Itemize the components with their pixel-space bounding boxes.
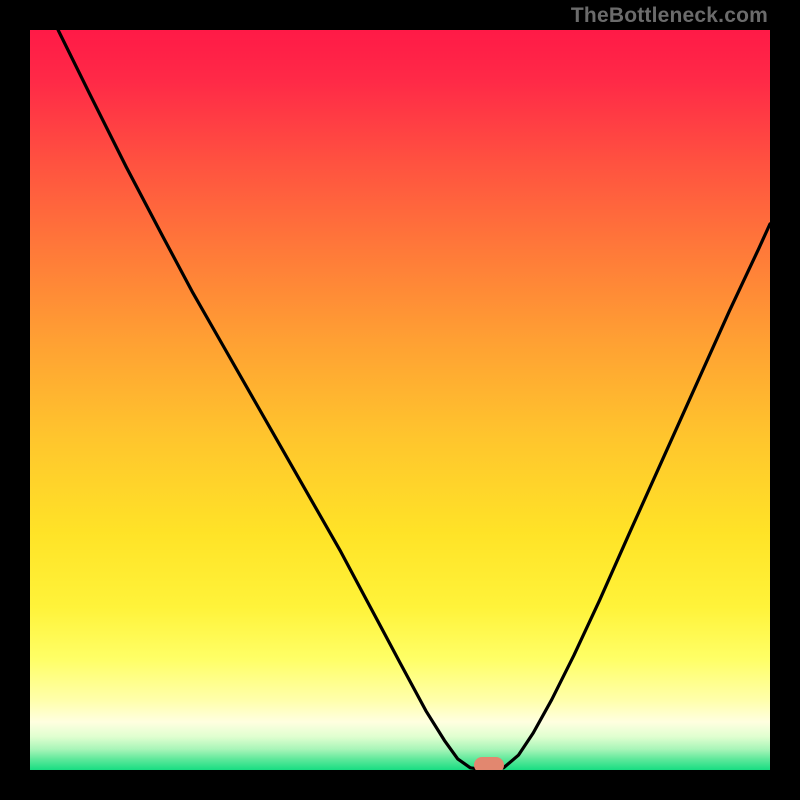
watermark-text: TheBottleneck.com <box>571 4 768 28</box>
curve-path <box>58 30 770 770</box>
bottleneck-curve <box>30 30 770 770</box>
optimum-marker <box>474 757 504 770</box>
plot-area <box>30 30 770 770</box>
